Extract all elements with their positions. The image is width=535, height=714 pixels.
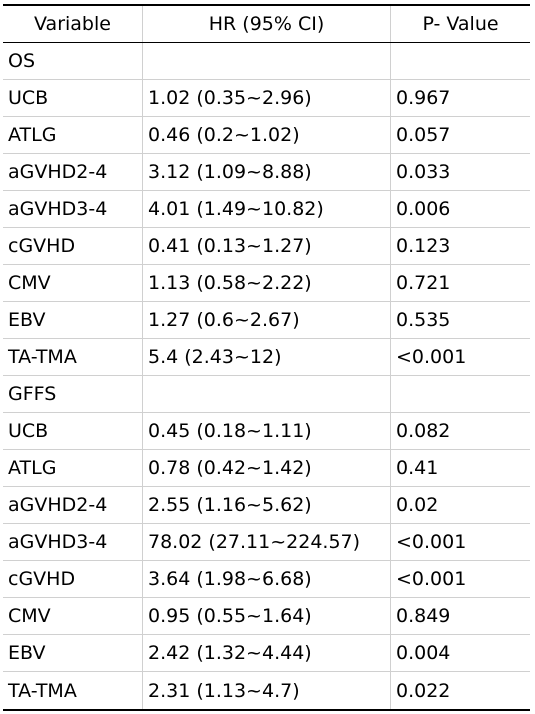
results-table: Variable HR (95% CI) P- Value OS UCB 1.0… — [3, 4, 530, 711]
cell-p-value: 0.022 — [390, 672, 530, 709]
table-row: aGVHD3-4 4.01 (1.49~10.82) 0.006 — [3, 191, 530, 228]
cell-hr: 2.42 (1.32~4.44) — [142, 635, 390, 671]
cell-hr: 1.13 (0.58~2.22) — [142, 265, 390, 301]
table-row: ATLG 0.78 (0.42~1.42) 0.41 — [3, 450, 530, 487]
cell-variable: aGVHD2-4 — [8, 161, 108, 183]
cell-hr: 0.41 (0.13~1.27) — [142, 228, 390, 264]
table-row: UCB 0.45 (0.18~1.11) 0.082 — [3, 413, 530, 450]
table-row: EBV 1.27 (0.6~2.67) 0.535 — [3, 302, 530, 339]
cell-variable: EBV — [8, 309, 46, 331]
cell-p-value — [390, 43, 530, 79]
cell-variable: UCB — [8, 87, 49, 109]
header-p-value: P- Value — [390, 6, 530, 42]
cell-hr: 0.95 (0.55~1.64) — [142, 598, 390, 634]
cell-p-value: 0.535 — [390, 302, 530, 338]
table-row: UCB 1.02 (0.35~2.96) 0.967 — [3, 80, 530, 117]
table-row: ATLG 0.46 (0.2~1.02) 0.057 — [3, 117, 530, 154]
cell-hr: 4.01 (1.49~10.82) — [142, 191, 390, 227]
cell-hr: 0.46 (0.2~1.02) — [142, 117, 390, 153]
cell-variable: aGVHD3-4 — [8, 198, 108, 220]
cell-p-value: 0.123 — [390, 228, 530, 264]
table-row: aGVHD3-4 78.02 (27.11~224.57) <0.001 — [3, 524, 530, 561]
cell-p-value: <0.001 — [390, 339, 530, 375]
table-row: CMV 0.95 (0.55~1.64) 0.849 — [3, 598, 530, 635]
table-row: cGVHD 3.64 (1.98~6.68) <0.001 — [3, 561, 530, 598]
cell-hr: 3.64 (1.98~6.68) — [142, 561, 390, 597]
cell-hr — [142, 43, 390, 79]
cell-hr: 2.55 (1.16~5.62) — [142, 487, 390, 523]
table-row: aGVHD2-4 3.12 (1.09~8.88) 0.033 — [3, 154, 530, 191]
cell-variable: CMV — [8, 272, 51, 294]
cell-hr: 3.12 (1.09~8.88) — [142, 154, 390, 190]
cell-variable: aGVHD3-4 — [8, 531, 108, 553]
cell-variable: ATLG — [8, 124, 57, 146]
cell-variable: EBV — [8, 642, 46, 664]
cell-hr — [142, 376, 390, 412]
cell-p-value: 0.082 — [390, 413, 530, 449]
table-row: EBV 2.42 (1.32~4.44) 0.004 — [3, 635, 530, 672]
table-row: TA-TMA 2.31 (1.13~4.7) 0.022 — [3, 672, 530, 709]
cell-p-value: 0.02 — [390, 487, 530, 523]
cell-variable: TA-TMA — [8, 346, 77, 368]
cell-p-value: 0.033 — [390, 154, 530, 190]
cell-variable: cGVHD — [8, 568, 76, 590]
header-variable: Variable — [34, 13, 111, 35]
table-row: GFFS — [3, 376, 530, 413]
cell-p-value — [390, 376, 530, 412]
cell-p-value: <0.001 — [390, 561, 530, 597]
cell-p-value: 0.004 — [390, 635, 530, 671]
cell-variable: UCB — [8, 420, 49, 442]
table-row: TA-TMA 5.4 (2.43~12) <0.001 — [3, 339, 530, 376]
cell-p-value: 0.849 — [390, 598, 530, 634]
cell-p-value: <0.001 — [390, 524, 530, 560]
table-row: OS — [3, 43, 530, 80]
table-header-row: Variable HR (95% CI) P- Value — [3, 6, 530, 43]
cell-variable: cGVHD — [8, 235, 76, 257]
cell-hr: 2.31 (1.13~4.7) — [142, 672, 390, 709]
cell-p-value: 0.967 — [390, 80, 530, 116]
table-row: CMV 1.13 (0.58~2.22) 0.721 — [3, 265, 530, 302]
cell-variable: aGVHD2-4 — [8, 494, 108, 516]
cell-variable: TA-TMA — [8, 679, 77, 702]
header-hr: HR (95% CI) — [142, 6, 390, 42]
cell-hr: 1.27 (0.6~2.67) — [142, 302, 390, 338]
cell-p-value: 0.721 — [390, 265, 530, 301]
cell-p-value: 0.057 — [390, 117, 530, 153]
cell-p-value: 0.41 — [390, 450, 530, 486]
table-row: cGVHD 0.41 (0.13~1.27) 0.123 — [3, 228, 530, 265]
cell-hr: 5.4 (2.43~12) — [142, 339, 390, 375]
cell-p-value: 0.006 — [390, 191, 530, 227]
cell-hr: 0.45 (0.18~1.11) — [142, 413, 390, 449]
table-row: aGVHD2-4 2.55 (1.16~5.62) 0.02 — [3, 487, 530, 524]
cell-variable: ATLG — [8, 457, 57, 479]
cell-variable: CMV — [8, 605, 51, 627]
cell-variable: GFFS — [8, 383, 57, 405]
cell-hr: 0.78 (0.42~1.42) — [142, 450, 390, 486]
cell-hr: 1.02 (0.35~2.96) — [142, 80, 390, 116]
cell-hr: 78.02 (27.11~224.57) — [142, 524, 390, 560]
cell-variable: OS — [8, 50, 36, 72]
